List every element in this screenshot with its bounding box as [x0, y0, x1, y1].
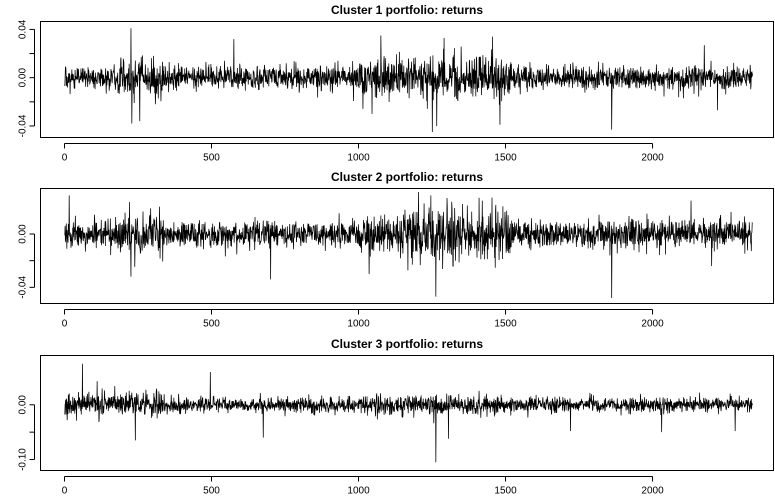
- x-tick-label: 500: [203, 319, 220, 330]
- y-tick-label: -0.04: [18, 276, 29, 299]
- y-tick-label: 0.00: [18, 395, 29, 415]
- x-tick-label: 500: [203, 486, 220, 497]
- plot-frame: [40, 188, 774, 304]
- x-tick-label: 500: [203, 153, 220, 164]
- y-tick-label: -0.10: [18, 448, 29, 471]
- x-tick-label: 0: [62, 319, 68, 330]
- x-tick-label: 2000: [641, 319, 664, 330]
- x-tick-label: 2000: [641, 486, 664, 497]
- x-tick-label: 1000: [347, 319, 370, 330]
- plot-frame: [40, 21, 774, 138]
- x-tick-label: 2000: [641, 153, 664, 164]
- x-tick-label: 1000: [347, 153, 370, 164]
- panel-cluster-1: Cluster 1 portfolio: returns 0 500 1000 150…: [18, 3, 774, 164]
- x-tick-label: 0: [62, 486, 68, 497]
- y-tick-label: 0.04: [18, 19, 29, 39]
- series-line: [64, 191, 753, 299]
- x-tick-label: 1500: [494, 486, 517, 497]
- y-tick-label: -0.04: [18, 114, 29, 137]
- x-tick-label: 1500: [494, 319, 517, 330]
- chart-title: Cluster 3 portfolio: returns: [331, 337, 483, 351]
- x-tick-label: 0: [62, 153, 68, 164]
- chart-title: Cluster 2 portfolio: returns: [331, 170, 483, 184]
- panel-cluster-3: Cluster 3 portfolio: returns 0 500 1000 150…: [18, 337, 774, 497]
- series-line: [64, 363, 753, 463]
- x-tick-label: 1500: [494, 153, 517, 164]
- panel-cluster-2: Cluster 2 portfolio: returns 0 500 1000 150…: [18, 170, 774, 330]
- chart-title: Cluster 1 portfolio: returns: [331, 3, 483, 17]
- y-tick-label: 0.00: [18, 224, 29, 244]
- plot-frame: [40, 355, 774, 471]
- y-tick-label: 0.00: [18, 68, 29, 88]
- x-tick-label: 1000: [347, 486, 370, 497]
- series-line: [64, 28, 753, 133]
